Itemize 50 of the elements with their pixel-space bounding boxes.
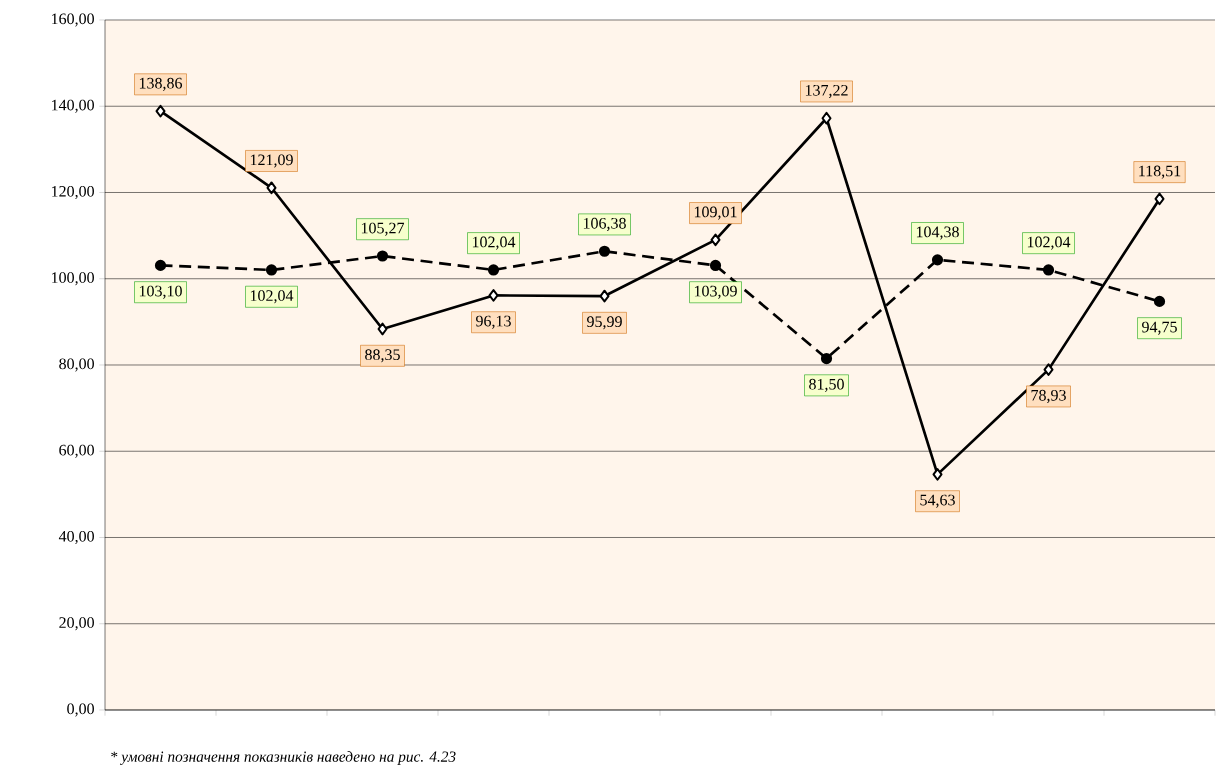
point	[931, 254, 944, 266]
data-label: 102,04	[472, 236, 516, 250]
y-tick-label: 140,00	[52, 99, 94, 113]
data-label: 137,22	[805, 84, 848, 98]
y-tick-label: 100,00	[52, 272, 94, 286]
data-label: 121,09	[250, 154, 293, 168]
point	[598, 245, 611, 257]
data-label: 81,50	[809, 378, 844, 392]
point	[266, 181, 277, 195]
data-label: 138,86	[139, 77, 183, 91]
y-tick-label: 160,00	[52, 13, 94, 27]
y-tick-label: 20,00	[59, 617, 94, 631]
data-label: 109,01	[694, 206, 737, 220]
data-label: 106,38	[583, 217, 626, 231]
point	[1153, 295, 1166, 307]
data-label: 88,35	[365, 349, 400, 363]
text: * умовні позначення показників наведено на рис. 4.23	[111, 751, 456, 765]
data-label: 94,75	[1142, 321, 1177, 335]
point	[488, 289, 499, 302]
point	[820, 352, 833, 365]
point	[487, 264, 500, 276]
point	[154, 259, 167, 271]
data-label: 105,27	[361, 222, 405, 236]
data-label: 102,04	[1027, 236, 1071, 250]
data-label: 103,09	[694, 285, 737, 299]
point	[1042, 264, 1055, 276]
data-label: 95,99	[587, 316, 622, 330]
data-label: 118,51	[1139, 165, 1181, 179]
point	[377, 322, 388, 336]
data-label: 54,63	[920, 494, 955, 508]
y-tick-label: 60,00	[59, 444, 94, 458]
data-label: 104,38	[916, 226, 959, 240]
point	[821, 111, 832, 125]
data-label: 102,04	[250, 290, 294, 304]
point	[709, 259, 722, 272]
data-label: 103,10	[139, 285, 182, 299]
point	[599, 289, 610, 303]
point	[1154, 192, 1165, 206]
point	[932, 468, 943, 481]
y-tick-label: 80,00	[59, 358, 94, 372]
point	[376, 250, 389, 262]
point	[1043, 363, 1054, 376]
data-label: 78,93	[1031, 389, 1066, 403]
point	[155, 104, 166, 118]
point	[265, 264, 278, 276]
y-tick-label: 40,00	[58, 530, 94, 545]
y-tick-label: 120,00	[52, 185, 94, 200]
y-tick-label: 0,00	[67, 703, 94, 717]
point	[710, 233, 721, 247]
data-label: 96,13	[476, 315, 511, 329]
